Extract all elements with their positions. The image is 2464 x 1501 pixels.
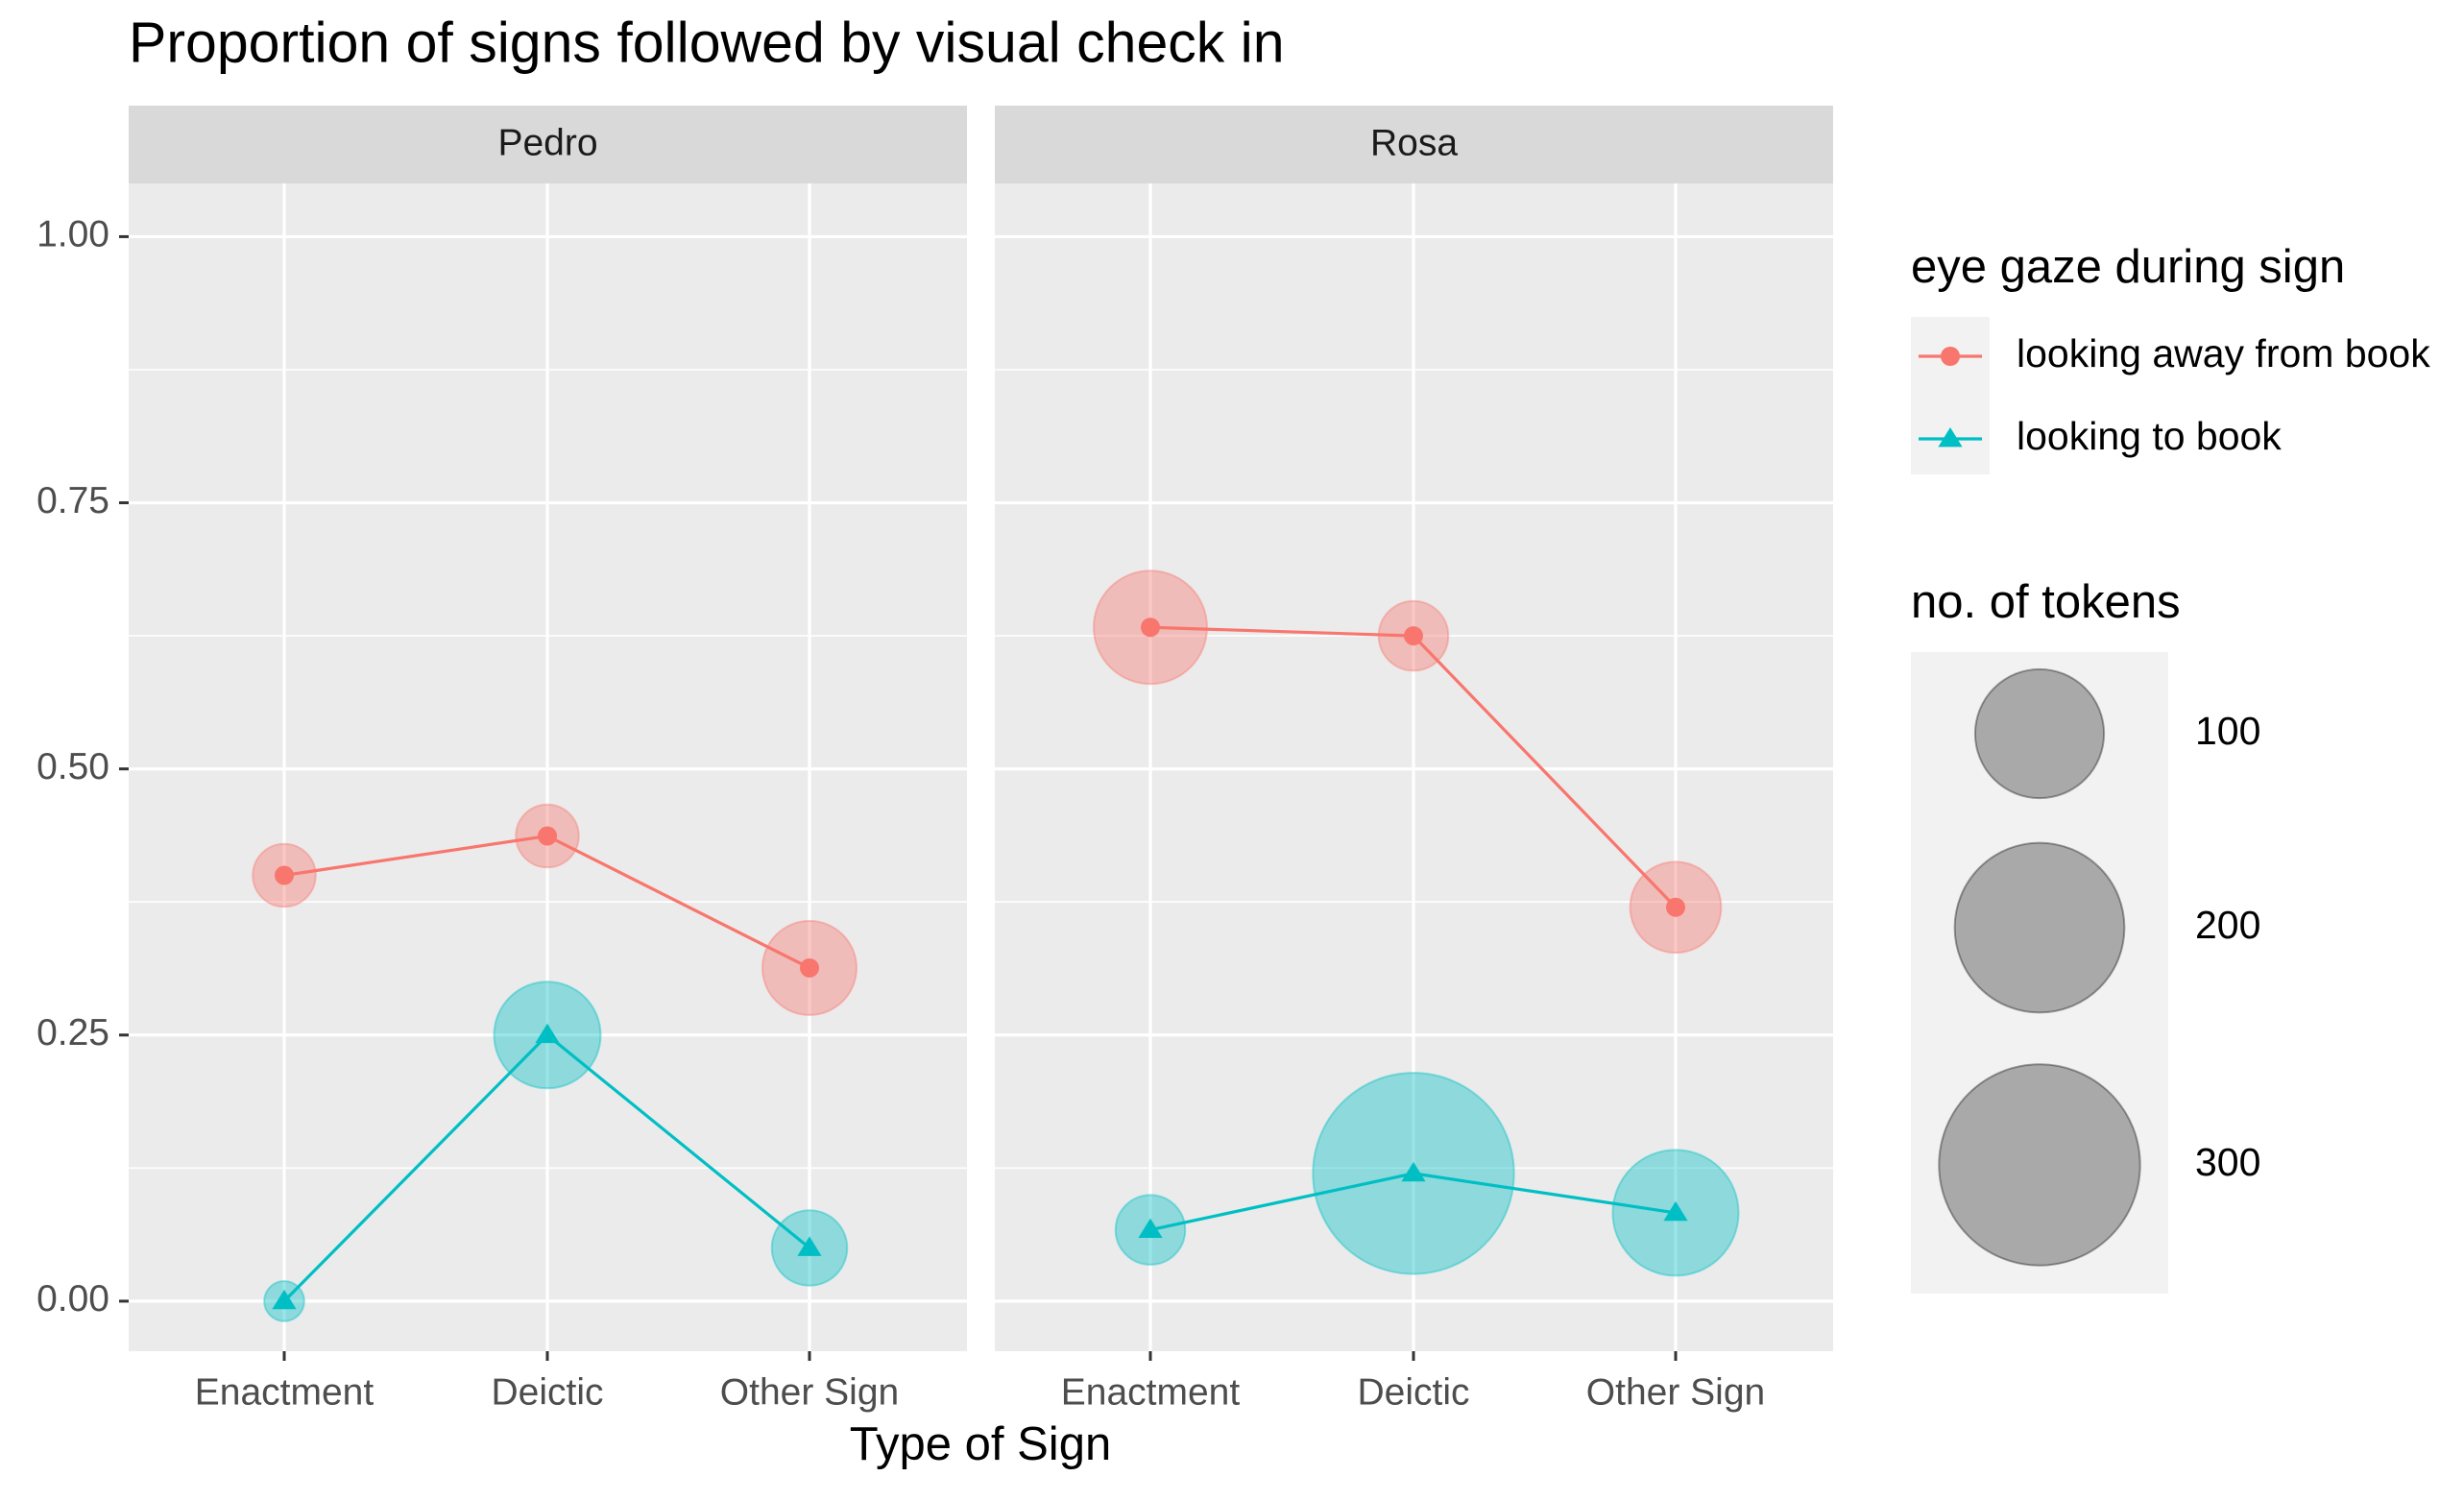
point <box>275 865 294 885</box>
size-legend-circle <box>1938 1063 2141 1267</box>
point <box>797 1236 822 1256</box>
legend-title: eye gaze during sign <box>1911 241 2345 293</box>
x-tick-label: Other Sign <box>1586 1371 1765 1413</box>
size-legend-circle <box>1953 841 2126 1014</box>
point <box>800 957 819 978</box>
size-legend-label: 200 <box>2195 903 2260 947</box>
strip-label: Pedro <box>497 122 597 163</box>
strip <box>995 106 1833 183</box>
size-legend-label: 300 <box>2195 1140 2260 1184</box>
x-axis-title: Type of Sign <box>850 1418 1111 1470</box>
point <box>538 826 557 846</box>
x-tick-label: Enactment <box>195 1371 374 1413</box>
strip <box>129 106 967 183</box>
point <box>1404 626 1423 646</box>
chart-title: Proportion of signs followed by visual c… <box>129 12 1285 75</box>
legend-label: looking to book <box>2017 414 2282 458</box>
point <box>1663 1200 1688 1222</box>
point <box>1401 1161 1426 1182</box>
legend-marker <box>1938 427 1963 448</box>
y-tick-label: 1.00 <box>36 214 109 255</box>
legend-label: looking away from book <box>2017 331 2430 375</box>
legend-marker <box>1941 347 1960 366</box>
x-tick-label: Deictic <box>1357 1371 1469 1413</box>
point <box>1141 617 1160 638</box>
size-legend-circle <box>1973 667 2106 800</box>
y-tick-label: 0.50 <box>36 746 109 787</box>
y-tick-label: 0.75 <box>36 480 109 521</box>
point <box>1666 897 1685 917</box>
strip-label: Rosa <box>1370 122 1458 163</box>
y-tick-label: 0.00 <box>36 1278 109 1319</box>
size-legend-title: no. of tokens <box>1911 576 2181 628</box>
x-tick-label: Deictic <box>491 1371 603 1413</box>
size-legend-label: 100 <box>2195 709 2260 753</box>
y-tick-label: 0.25 <box>36 1012 109 1053</box>
point <box>535 1023 560 1044</box>
size-legend-box <box>1911 652 2168 1294</box>
x-tick-label: Enactment <box>1061 1371 1241 1413</box>
legend-key-box <box>1911 317 1990 474</box>
x-tick-label: Other Sign <box>720 1371 899 1413</box>
point <box>272 1289 297 1310</box>
point <box>1138 1218 1163 1239</box>
